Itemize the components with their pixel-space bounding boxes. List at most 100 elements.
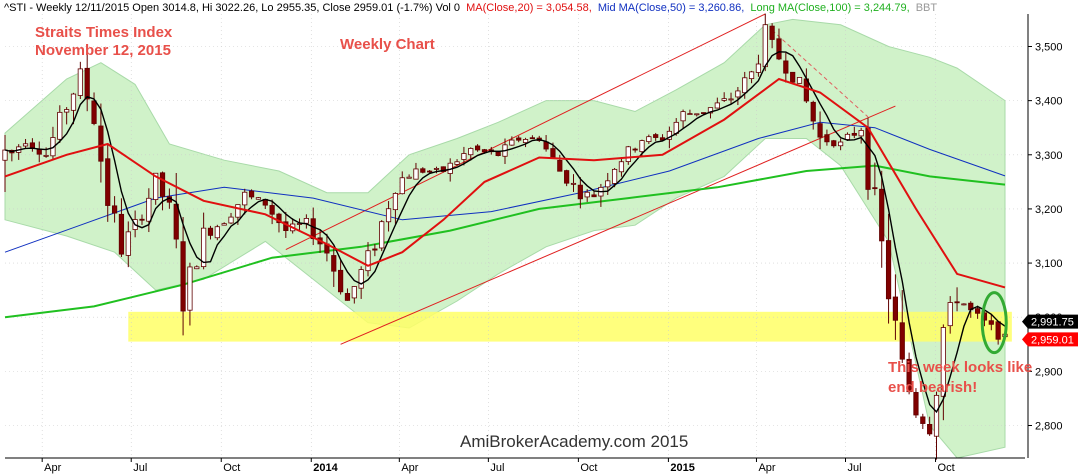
candle-body — [707, 107, 714, 114]
candle-body — [824, 134, 830, 143]
candle-body — [358, 269, 364, 289]
comment-line-2: end bearish! — [888, 379, 978, 396]
candle-body — [159, 172, 166, 197]
candle-body — [242, 191, 248, 206]
candle-body — [899, 322, 905, 360]
ma20-label: MA(Close,20) = 3,054.58, — [466, 2, 592, 14]
candle-body — [187, 266, 193, 311]
candle-body — [639, 140, 645, 153]
candle-body — [43, 154, 49, 157]
price-badge: 2,959.01 — [1022, 332, 1078, 347]
candle-body — [611, 168, 618, 184]
candle-body — [995, 321, 1001, 340]
x-tick-label: Jul — [490, 462, 504, 474]
candle-body — [372, 248, 378, 251]
candle-body — [961, 303, 967, 306]
candle-body — [564, 170, 570, 184]
candle-body — [529, 137, 535, 140]
candle-body — [776, 38, 782, 60]
candle-body — [748, 71, 755, 80]
x-tick-label: Oct — [938, 462, 955, 474]
candle-body — [687, 113, 693, 115]
candle-body — [954, 301, 960, 304]
y-tick-label: 2,900 — [1035, 366, 1063, 378]
candle-body — [351, 286, 357, 299]
candle-body — [420, 168, 426, 173]
candle-body — [98, 125, 104, 162]
symbol-info: ^STI - Weekly 12/11/2015 Open 3014.8, Hi… — [4, 2, 461, 14]
candle-body — [379, 221, 385, 249]
candle-body — [865, 127, 871, 190]
candle-body — [385, 208, 392, 223]
candle-body — [269, 205, 275, 215]
candle-body — [77, 68, 83, 96]
candle-body — [91, 100, 97, 124]
bbt-label: BBT — [915, 2, 938, 14]
candle-body — [509, 139, 515, 146]
candle-body — [235, 204, 241, 218]
candle-body — [680, 111, 686, 122]
candle-body — [365, 250, 371, 272]
channel-line — [285, 13, 766, 250]
candle-body — [605, 180, 611, 188]
candle-body — [125, 231, 131, 256]
candle-body — [50, 137, 56, 157]
candle-body — [879, 188, 885, 242]
candle-body — [577, 184, 583, 200]
candle-body — [468, 148, 474, 156]
candle-body — [742, 77, 748, 94]
x-tick-label: 2014 — [313, 462, 338, 474]
candle-body — [632, 148, 638, 151]
candle-body — [248, 190, 255, 198]
candle-body — [755, 63, 762, 73]
candle-body — [228, 216, 234, 224]
candle-body — [975, 308, 981, 314]
y-tick-label: 3,100 — [1035, 258, 1063, 270]
x-tick-label: Apr — [758, 462, 775, 474]
candle-body — [591, 194, 597, 198]
candle-body — [461, 153, 467, 160]
candle-body — [84, 67, 90, 100]
candle-body — [276, 213, 282, 224]
candle-body — [810, 101, 816, 122]
chart-header: ^STI - Weekly 12/11/2015 Open 3014.8, Hi… — [4, 1, 940, 15]
candle-body — [570, 182, 577, 185]
candle-body — [906, 358, 912, 393]
x-tick-label: Jul — [848, 462, 862, 474]
y-tick-label: 3,400 — [1035, 96, 1063, 108]
candle-body — [207, 227, 214, 236]
candle-body — [36, 148, 42, 155]
candle-body — [194, 266, 200, 270]
candle-body — [790, 71, 796, 83]
price-badge-bg — [1022, 332, 1078, 347]
candle-body — [927, 423, 933, 435]
candle-body — [933, 394, 940, 437]
candle-body — [2, 149, 8, 161]
support-zone — [128, 311, 1012, 342]
candle-body — [783, 60, 789, 74]
x-tick-label: Oct — [223, 462, 240, 474]
candle-body — [516, 137, 522, 141]
candle-body — [522, 139, 529, 144]
candle-body — [892, 296, 899, 321]
candle-body — [481, 149, 488, 152]
candle-body — [940, 327, 946, 397]
candle-body — [214, 226, 220, 239]
candle-body — [57, 111, 63, 140]
ma100-label: Long MA(Close,100) = 3,244.79, — [750, 2, 910, 14]
candle-body — [64, 109, 70, 113]
candle-body — [796, 77, 803, 84]
y-tick-label: 3,200 — [1035, 204, 1063, 216]
price-badge: 2,991.75 — [1022, 314, 1078, 329]
candle-body — [653, 134, 659, 138]
candle-body — [331, 255, 337, 272]
weekly-chart-label: Weekly Chart — [340, 36, 435, 53]
candle-body — [338, 269, 344, 293]
candle-body — [988, 320, 994, 325]
title-line-2: November 12, 2015 — [35, 42, 171, 59]
candle-body — [173, 203, 179, 240]
candle-body — [721, 98, 727, 101]
candle-body — [885, 240, 892, 300]
candle-body — [344, 293, 351, 301]
